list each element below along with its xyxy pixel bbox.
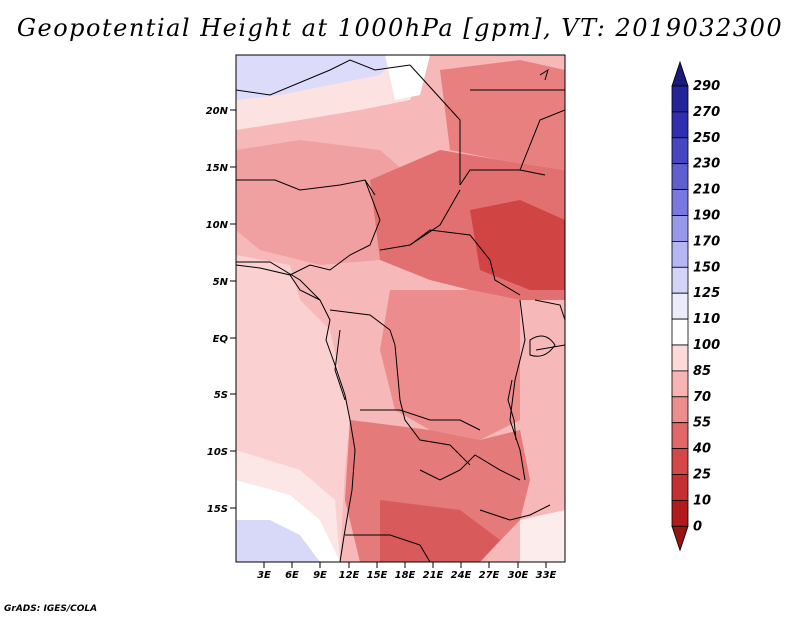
colorbar-swatch — [671, 240, 689, 268]
colorbar-swatch — [671, 344, 689, 372]
field-sw-white — [236, 480, 340, 562]
colorbar-level-label: 250 — [693, 131, 720, 146]
lat-label: 5S — [214, 390, 228, 401]
lon-label: 15E — [367, 570, 388, 581]
colorbar-top-arrow — [671, 60, 689, 87]
field-sw-blue — [236, 520, 320, 562]
colorbar-level-label: 150 — [693, 260, 720, 275]
lon-label: 33E — [536, 570, 557, 581]
map-frame — [235, 54, 566, 563]
colorbar-level-label: 170 — [693, 234, 720, 249]
colorbar-swatch — [671, 85, 689, 113]
lat-label: 5N — [213, 277, 229, 288]
colorbar-level-label: 110 — [693, 312, 720, 327]
colorbar-level-label: 70 — [693, 390, 711, 405]
map-title: Geopotential Height at 1000hPa [gpm], VT… — [16, 14, 784, 42]
colorbar-swatch — [671, 474, 689, 501]
lon-label: 9E — [313, 570, 327, 581]
lat-label: EQ — [213, 334, 229, 345]
colorbar-level-label: 10 — [693, 493, 711, 508]
colorbar-level-label: 125 — [693, 286, 720, 301]
field-core-north — [440, 60, 565, 170]
lat-label: 15S — [207, 504, 228, 515]
colorbar-swatch — [671, 396, 689, 424]
colorbar-level-label: 290 — [693, 79, 720, 94]
lon-label: 6E — [285, 570, 299, 581]
field-core-deep — [470, 200, 565, 290]
colorbar-level-label: 190 — [693, 209, 720, 224]
colorbar-level-label: 0 — [693, 519, 702, 534]
field-north-blue — [236, 55, 400, 100]
lon-label: 21E — [423, 570, 444, 581]
height-field — [236, 55, 565, 562]
colorbar-swatch — [671, 422, 689, 450]
colorbar-swatch — [671, 370, 689, 398]
colorbar-level-label: 55 — [693, 416, 711, 431]
lon-axis: 3E 6E 9E 12E 15E 18E 21E 24E 27E 30E 33E — [257, 562, 557, 581]
colorbar-level-label: 85 — [693, 364, 711, 379]
field-north-white2 — [385, 55, 430, 100]
lon-label: 3E — [257, 570, 271, 581]
colorbar-level-label: 40 — [692, 442, 711, 457]
grads-credit: GrADS: IGES/COLA — [4, 604, 98, 614]
colorbar-level-label: 25 — [693, 468, 711, 483]
colorbar-swatch — [671, 111, 689, 139]
colorbar-swatch — [671, 163, 689, 190]
colorbar-level-label: 270 — [693, 105, 720, 120]
colorbar-level-label: 210 — [693, 183, 720, 198]
lon-label: 24E — [451, 570, 472, 581]
lat-label: 10N — [206, 220, 229, 231]
country-borders — [236, 59, 565, 562]
colorbar-swatch — [671, 137, 689, 165]
colorbar: 2902702502302101901701501251101008570554… — [671, 60, 720, 552]
lat-label: 10S — [207, 447, 228, 458]
lon-label: 18E — [395, 570, 416, 581]
field-south-deep — [380, 500, 500, 562]
lon-label: 30E — [508, 570, 529, 581]
colorbar-swatch — [671, 189, 689, 216]
lat-label: 15N — [206, 163, 229, 174]
lon-label: 12E — [339, 570, 360, 581]
colorbar-bottom-arrow — [671, 525, 689, 552]
lat-label: 20N — [206, 106, 229, 117]
colorbar-level-label: 100 — [693, 338, 720, 353]
colorbar-swatch — [671, 292, 689, 320]
colorbar-swatch — [671, 318, 689, 346]
field-congo — [380, 290, 520, 440]
lon-label: 27E — [479, 570, 500, 581]
colorbar-level-label: 230 — [693, 157, 720, 172]
colorbar-swatch — [671, 448, 689, 475]
colorbar-swatch — [671, 215, 689, 242]
colorbar-swatch — [671, 266, 689, 294]
colorbar-swatch — [671, 499, 689, 527]
field-se-white — [520, 510, 565, 562]
lat-axis: 20N 15N 10N 5N EQ 5S 10S 15S — [206, 106, 236, 515]
